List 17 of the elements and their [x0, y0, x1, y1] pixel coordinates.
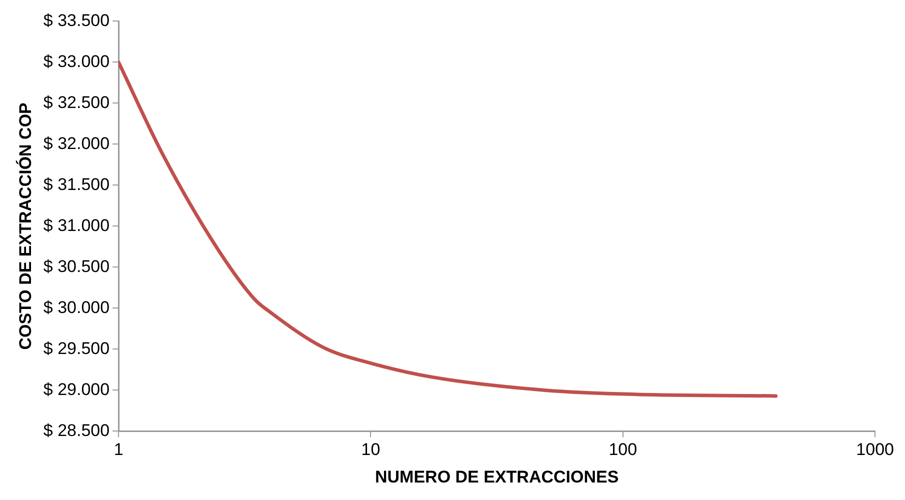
y-tick-label: $ 28.500	[43, 420, 110, 440]
y-tick-label: $ 32.500	[43, 92, 110, 112]
x-axis-title: NUMERO DE EXTRACCIONES	[374, 467, 619, 486]
y-tick-label: $ 32.000	[43, 134, 110, 153]
y-tick-label: $ 29.000	[43, 380, 110, 399]
y-tick-label: $ 30.500	[43, 256, 110, 276]
y-tick-label: $ 33.000	[43, 52, 110, 71]
x-tick-label: 1	[114, 440, 124, 460]
x-tick-label: 100	[608, 440, 638, 460]
x-tick-label: 10	[361, 440, 380, 460]
x-tick-label: 1000	[856, 440, 894, 460]
y-tick-label: $ 29.500	[43, 338, 110, 358]
y-tick-label: $ 31.000	[43, 216, 110, 235]
y-tick-label: $ 30.000	[43, 298, 110, 317]
y-tick-label: $ 31.500	[43, 174, 110, 194]
y-tick-label: $ 33.500	[43, 10, 110, 30]
y-axis-title: COSTO DE EXTRACCIÓN COP	[14, 102, 35, 350]
